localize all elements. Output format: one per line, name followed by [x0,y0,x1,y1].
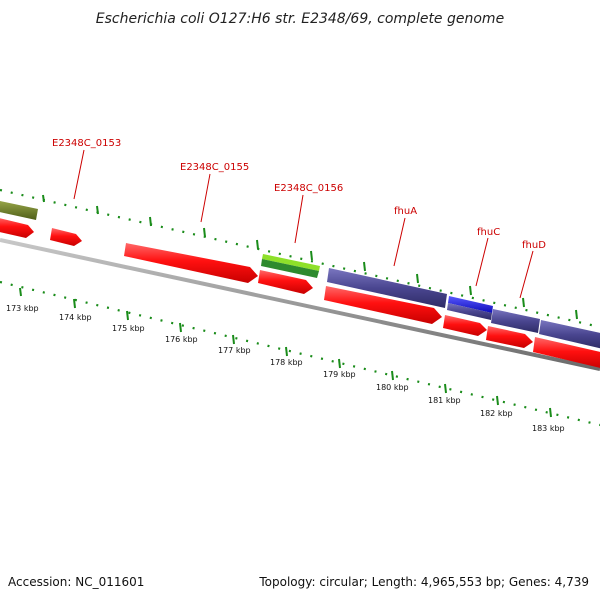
outer-major-tick [256,239,259,250]
outer-major-tick [310,250,313,261]
gene-feature-fhuc-lower[interactable] [447,303,492,320]
cds-arrow-fhua[interactable] [324,286,442,324]
kbp-label: 182 kbp [480,409,513,418]
kbp-label: 179 kbp [323,370,356,379]
outer-major-tick [203,227,206,238]
cds-arrow-e2348c-0156[interactable] [258,270,313,294]
kbp-label: 176 kbp [165,335,198,344]
gene-feature-green-dark[interactable] [261,259,319,278]
outer-major-tick [575,309,578,320]
inner-major-tick [73,298,76,309]
outer-tick-track [0,188,600,329]
cds-track [0,217,600,369]
genome-backbone [0,238,600,371]
kbp-label: 174 kbp [59,313,92,322]
outer-major-tick [469,285,472,296]
gene-label-e2348c-0153[interactable]: E2348C_0153 [52,138,121,149]
outer-major-tick [149,216,152,227]
kbp-label: 178 kbp [270,358,303,367]
gene-feature-fhuc[interactable] [448,296,493,313]
inner-major-tick [496,395,499,406]
cds-arrow-fhud[interactable] [486,326,533,348]
cds-arrow-fhub[interactable] [533,337,600,369]
gene-feature-fhua[interactable] [327,268,447,308]
inner-major-tick [232,334,235,345]
kbp-label: 180 kbp [376,383,409,392]
gene-feature-olive[interactable] [0,200,38,220]
inner-major-tick [126,310,129,321]
gene-label-fhuc[interactable]: fhuC [477,227,500,238]
inner-major-tick [285,346,288,357]
outer-major-tick [363,261,366,272]
inner-tick-track [0,280,600,427]
outer-major-tick [416,273,419,284]
cds-arrow-fhuc[interactable] [443,315,487,336]
gene-feature-fhub[interactable] [539,320,600,349]
gene-label-e2348c-0156[interactable]: E2348C_0156 [274,183,343,194]
accession-text: Accession: NC_011601 [8,575,144,589]
kbp-label: 175 kbp [112,324,145,333]
inner-major-tick [179,322,182,333]
kbp-label: 177 kbp [218,346,251,355]
gene-feature-green-e2348c-0156[interactable] [262,254,320,271]
kbp-labels: 173 kbp 174 kbp 175 kbp 176 kbp 177 kbp … [6,304,565,433]
map-title: Escherichia coli O127:H6 str. E2348/69, … [96,11,504,27]
kbp-label: 183 kbp [532,424,565,433]
kbp-label: 173 kbp [6,304,39,313]
gene-feature-track [0,200,600,349]
outer-major-tick [522,297,525,308]
gene-label-fhud[interactable]: fhuD [522,240,546,251]
inner-major-tick [19,287,22,297]
cds-arrow-e2348c-0153[interactable] [50,228,82,246]
label-leaders [73,149,534,299]
kbp-label: 181 kbp [428,396,461,405]
gene-feature-fhud[interactable] [491,309,540,333]
genome-summary-text: Topology: circular; Length: 4,965,553 bp… [258,575,589,589]
gene-labels: E2348C_0153 E2348C_0155 E2348C_0156 fhuA… [52,138,546,251]
cds-arrow[interactable] [0,217,34,238]
inner-major-tick [391,370,394,381]
outer-major-tick [96,205,99,215]
gene-label-e2348c-0155[interactable]: E2348C_0155 [180,162,249,173]
inner-major-tick [549,407,552,418]
inner-major-tick [444,383,447,394]
inner-major-tick [338,358,341,369]
cds-arrow-e2348c-0155[interactable] [124,243,258,283]
outer-major-tick [42,194,45,203]
gene-label-fhua[interactable]: fhuA [394,206,417,217]
